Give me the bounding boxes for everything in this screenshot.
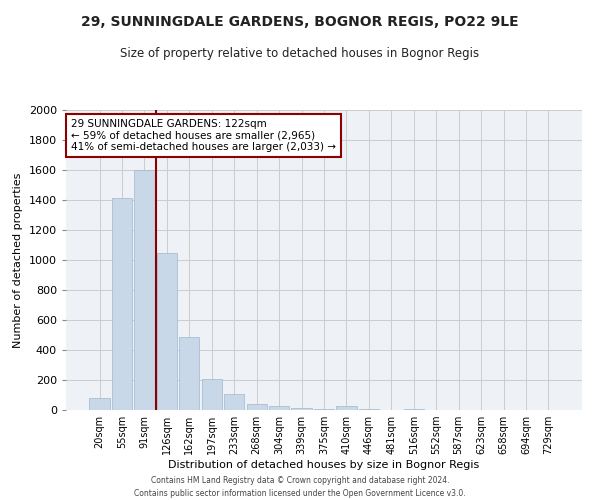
Bar: [247, 404, 267, 410]
Y-axis label: Number of detached properties: Number of detached properties: [13, 172, 23, 348]
Bar: [292, 408, 311, 410]
Bar: [112, 198, 132, 410]
Bar: [89, 398, 110, 410]
Bar: [157, 252, 177, 410]
Text: Size of property relative to detached houses in Bognor Regis: Size of property relative to detached ho…: [121, 48, 479, 60]
Text: Contains HM Land Registry data © Crown copyright and database right 2024.
Contai: Contains HM Land Registry data © Crown c…: [134, 476, 466, 498]
Bar: [224, 394, 244, 410]
Bar: [337, 406, 356, 410]
X-axis label: Distribution of detached houses by size in Bognor Regis: Distribution of detached houses by size …: [169, 460, 479, 470]
Bar: [359, 409, 379, 410]
Bar: [134, 170, 155, 410]
Bar: [179, 336, 199, 410]
Bar: [404, 409, 424, 410]
Text: 29, SUNNINGDALE GARDENS, BOGNOR REGIS, PO22 9LE: 29, SUNNINGDALE GARDENS, BOGNOR REGIS, P…: [81, 15, 519, 29]
Bar: [269, 406, 289, 410]
Text: 29 SUNNINGDALE GARDENS: 122sqm
← 59% of detached houses are smaller (2,965)
41% : 29 SUNNINGDALE GARDENS: 122sqm ← 59% of …: [71, 119, 336, 152]
Bar: [314, 409, 334, 410]
Bar: [202, 379, 222, 410]
